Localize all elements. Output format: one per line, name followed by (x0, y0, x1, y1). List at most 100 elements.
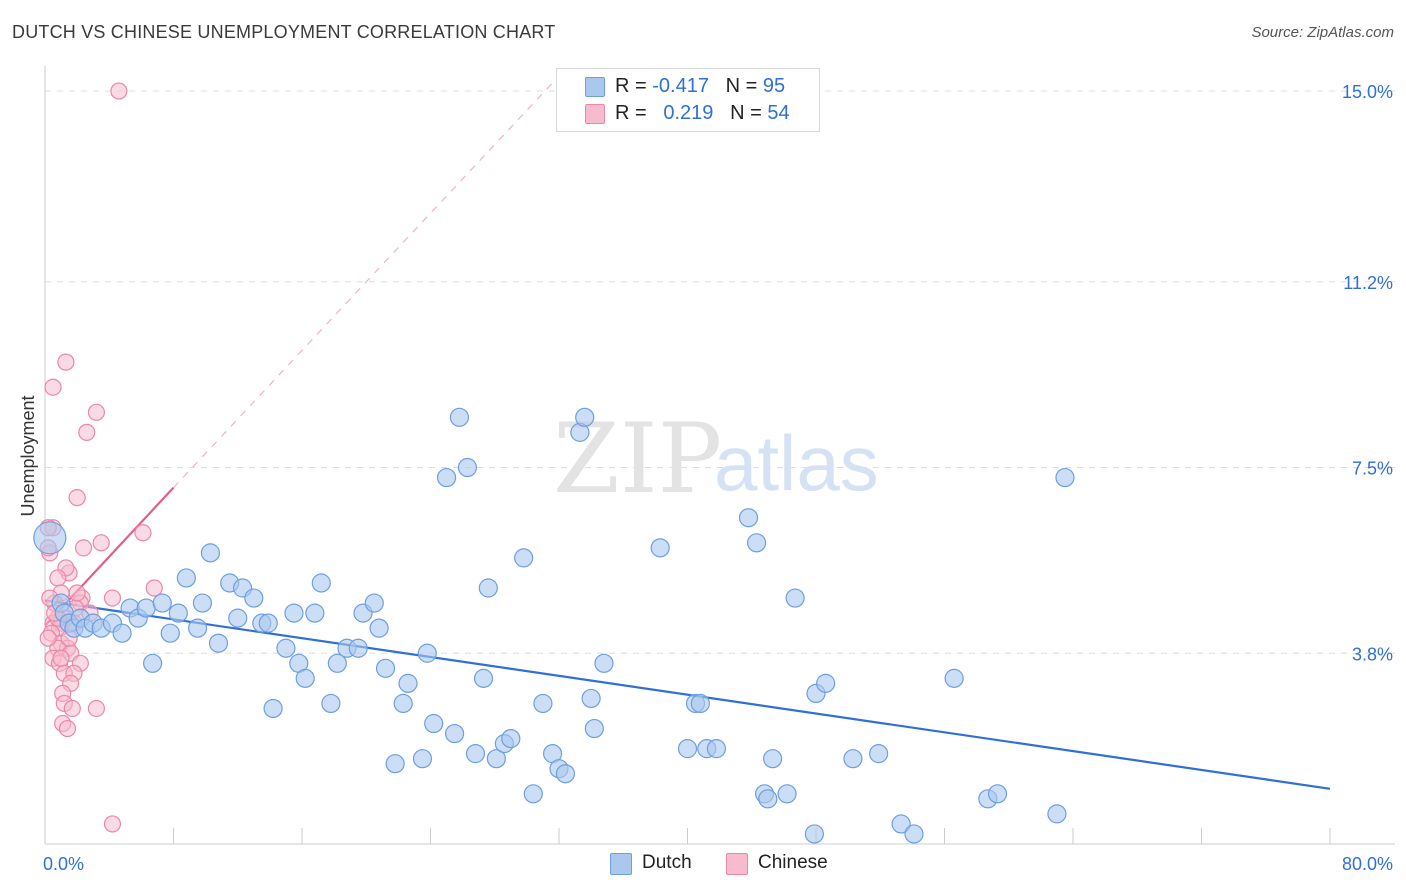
y-tick-label: 11.2% (1343, 273, 1393, 293)
dutch-point (1047, 804, 1067, 824)
dutch-point (738, 508, 759, 528)
chinese-point (52, 649, 70, 667)
dutch-point (276, 638, 296, 658)
grid (45, 90, 1395, 654)
chinese-point (92, 534, 110, 552)
dutch-n-value: 95 (762, 75, 786, 97)
dutch-r-label: R = (615, 75, 653, 97)
dutch-point (168, 603, 188, 623)
chinese-point (74, 539, 93, 557)
y-tick-label: 3.8% (1352, 644, 1393, 664)
dutch-point (348, 638, 368, 658)
chinese-n-value: 54 (767, 102, 790, 124)
chinese-r-value: 0.219 (663, 102, 714, 124)
x-tick-label: 0.0% (43, 854, 84, 874)
dutch-point (763, 749, 783, 769)
dutch-points (33, 407, 1075, 844)
y-axis-label: Unemployment (18, 395, 38, 516)
dutch-point (398, 673, 418, 693)
dutch-point (143, 653, 163, 673)
chinese-point (78, 423, 96, 441)
dutch-point (33, 521, 67, 555)
dutch-swatch (585, 77, 605, 97)
dutch-point (706, 739, 727, 759)
correlation-legend: R = -0.417 N = 95 R = 0.219 N = 54 (556, 68, 820, 132)
dutch-point (465, 744, 486, 764)
chinese-n-label: N = (730, 102, 768, 124)
chinese-point (134, 524, 152, 542)
y-tick-label: 15.0% (1342, 82, 1393, 102)
dutch-point (804, 824, 824, 844)
chinese-r-label: R = (615, 102, 653, 124)
dutch-point (417, 643, 437, 663)
dutch-point (677, 739, 698, 759)
dutch-point (321, 693, 341, 714)
dutch-point (904, 824, 924, 844)
chinese-point (103, 815, 122, 833)
dutch-point (187, 618, 208, 638)
dutch-point (424, 713, 444, 734)
dutch-point (869, 744, 889, 764)
dutch-point (305, 603, 325, 623)
y-tick-labels: 3.8% 7.5% 11.2% 15.0% (1342, 82, 1393, 664)
dutch-point (393, 693, 413, 714)
dutch-point (473, 668, 494, 688)
chinese-point (68, 584, 86, 602)
dutch-point (385, 754, 405, 774)
dutch-point (258, 613, 278, 633)
dutch-point (412, 749, 433, 769)
dutch-point (650, 538, 670, 558)
dutch-point (690, 693, 710, 714)
dutch-point (112, 623, 132, 643)
chinese-point (110, 82, 128, 100)
dutch-point (575, 407, 595, 427)
dutch-point (785, 588, 805, 608)
dutch-point (192, 593, 213, 613)
dutch-point (594, 653, 614, 673)
dutch-r-value: -0.417 (652, 75, 709, 97)
chinese-point (68, 489, 86, 507)
dutch-point (200, 543, 221, 563)
chinese-point (145, 579, 163, 597)
dutch-point (176, 568, 196, 588)
dutch-point (449, 407, 470, 427)
dutch-point (581, 688, 601, 709)
dutch-point (758, 789, 778, 809)
chart-title: DUTCH VS CHINESE UNEMPLOYMENT CORRELATIO… (12, 22, 556, 42)
dutch-point (311, 573, 331, 593)
chinese-trend-extension (173, 75, 560, 489)
x-tick-label: 80.0% (1342, 854, 1393, 874)
dutch-point (1055, 467, 1075, 488)
dutch-point (263, 698, 283, 719)
dutch-point (364, 593, 384, 613)
dutch-legend-label: Dutch (642, 852, 692, 873)
dutch-point (816, 673, 836, 693)
x-tick-labels: 0.0% 80.0% (43, 854, 1393, 874)
dutch-point (523, 784, 543, 804)
dutch-point (284, 603, 304, 623)
chinese-point (103, 589, 122, 607)
dutch-point (436, 467, 457, 488)
dutch-point (533, 693, 553, 714)
dutch-legend-swatch (610, 853, 632, 875)
chinese-points (39, 82, 163, 833)
dutch-point (987, 784, 1008, 804)
axes (44, 66, 1395, 845)
source-label: Source: ZipAtlas.com (1251, 24, 1394, 41)
dutch-point (228, 608, 248, 628)
dutch-point (457, 457, 478, 478)
dutch-n-label: N = (725, 75, 763, 97)
dutch-point (444, 723, 465, 744)
y-tick-label: 7.5% (1352, 459, 1393, 479)
dutch-point (244, 588, 264, 608)
dutch-point (295, 668, 315, 688)
chinese-point (57, 353, 75, 371)
chinese-legend-label: Chinese (758, 852, 828, 873)
watermark-atlas: atlas (714, 419, 879, 507)
dutch-point (891, 814, 911, 834)
dutch-point (555, 764, 576, 784)
dutch-point (746, 533, 767, 553)
chinese-point (87, 403, 106, 421)
dutch-point (478, 578, 498, 598)
dutch-point (501, 728, 521, 749)
